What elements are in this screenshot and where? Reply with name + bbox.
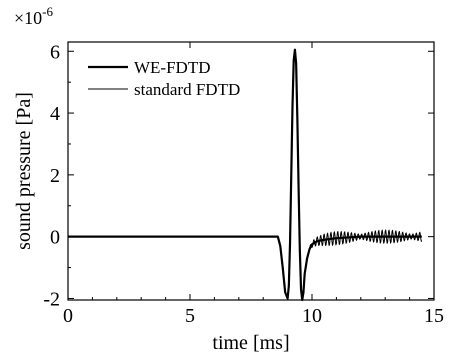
series-line-2 <box>68 49 423 301</box>
legend: WE-FDTD standard FDTD <box>88 58 240 99</box>
legend-label: WE-FDTD <box>134 58 210 77</box>
x-tick-label: 5 <box>185 305 195 327</box>
y-multiplier: ×10-6 <box>14 4 53 28</box>
y-tick-label: 0 <box>50 227 60 249</box>
y-tick-label: 6 <box>50 41 60 63</box>
series-line-1 <box>68 48 422 302</box>
x-tick-label: 0 <box>63 305 73 327</box>
legend-label: standard FDTD <box>134 80 240 99</box>
y-axis-title: sound pressure [Pa] <box>13 92 35 250</box>
x-axis-title: time [ms] <box>212 332 289 354</box>
x-tick-label: 15 <box>424 305 444 327</box>
y-tick-label: 2 <box>50 165 60 187</box>
y-tick-label: -2 <box>43 288 60 310</box>
y-tick-label: 4 <box>50 103 60 125</box>
x-tick-label: 10 <box>302 305 322 327</box>
plot-area <box>68 48 423 302</box>
plot-frame <box>67 41 435 301</box>
